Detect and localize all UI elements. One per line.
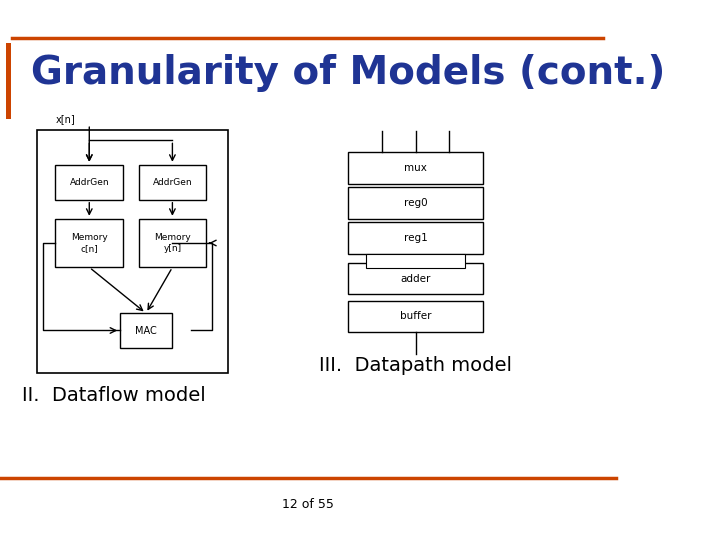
Text: mux: mux bbox=[404, 163, 427, 173]
Text: III.  Datapath model: III. Datapath model bbox=[319, 356, 512, 375]
Text: Memory
c[n]: Memory c[n] bbox=[71, 233, 108, 253]
Bar bbox=[366, 254, 465, 268]
Text: Granularity of Models (cont.): Granularity of Models (cont.) bbox=[31, 54, 665, 92]
Bar bbox=[348, 222, 483, 254]
Text: Memory
y[n]: Memory y[n] bbox=[154, 233, 191, 253]
Text: adder: adder bbox=[400, 274, 431, 284]
Text: AddrGen: AddrGen bbox=[69, 178, 109, 187]
Text: 12 of 55: 12 of 55 bbox=[282, 498, 334, 511]
Bar bbox=[348, 301, 483, 332]
Bar bbox=[138, 165, 206, 200]
Text: reg0: reg0 bbox=[404, 198, 428, 208]
Bar bbox=[348, 187, 483, 219]
Text: MAC: MAC bbox=[135, 326, 157, 336]
Text: II.  Dataflow model: II. Dataflow model bbox=[22, 386, 206, 405]
Bar bbox=[348, 152, 483, 184]
Bar bbox=[37, 130, 228, 373]
Bar bbox=[348, 263, 483, 294]
Text: reg1: reg1 bbox=[404, 233, 428, 243]
Bar bbox=[55, 219, 123, 267]
Bar bbox=[120, 313, 172, 348]
Text: x[n]: x[n] bbox=[55, 114, 75, 124]
Bar bbox=[6, 43, 11, 119]
Bar bbox=[138, 219, 206, 267]
Text: buffer: buffer bbox=[400, 312, 431, 321]
Bar bbox=[55, 165, 123, 200]
Text: AddrGen: AddrGen bbox=[153, 178, 192, 187]
